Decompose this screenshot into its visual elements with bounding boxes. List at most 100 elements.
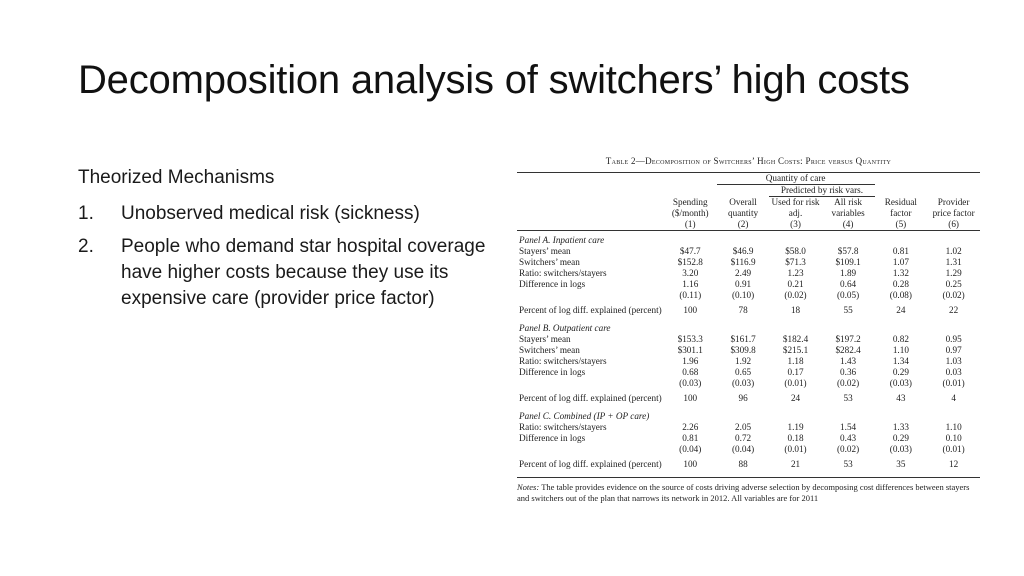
row-label: Stayers’ mean: [519, 334, 571, 344]
table-cell: 1.07: [892, 257, 909, 267]
table-row: Difference in logs 0.68 0.65 0.17 0.36 0.29 0.…: [517, 367, 980, 378]
table-cell: 1.23: [787, 268, 804, 278]
table-cell: $109.1: [835, 257, 861, 267]
decomposition-table: Quantity of care Predicted by risk vars.…: [517, 172, 980, 473]
table-cell: (0.02): [942, 290, 965, 300]
table-cell: 18: [790, 305, 801, 315]
table-cell: 1.32: [892, 268, 909, 278]
slide-title: Decomposition analysis of switchers’ hig…: [78, 58, 910, 102]
table-cell: 43: [896, 393, 906, 403]
table-cell: (0.01): [942, 378, 965, 388]
table-cell: (0.11): [679, 290, 702, 300]
row-label: Ratio: switchers/stayers: [519, 268, 607, 278]
row-label: Switchers’ mean: [519, 345, 580, 355]
table-cell: (0.08): [889, 290, 912, 300]
row-label: Difference in logs: [519, 279, 586, 289]
row-label: Ratio: switchers/stayers: [519, 422, 607, 432]
notes-text: The table provides evidence on the sourc…: [517, 482, 970, 503]
table-cell: 0.29: [892, 367, 909, 377]
table-row: (0.03) (0.03) (0.01) (0.02) (0.03) (0.01): [517, 378, 980, 389]
table-cell: 53: [843, 459, 853, 469]
table-cell: 24: [790, 393, 801, 403]
table-cell: $309.8: [730, 345, 756, 355]
table-cell: 22: [949, 305, 959, 315]
table-cell: $215.1: [782, 345, 809, 355]
column-number: (1): [684, 219, 696, 229]
table-cell: 0.65: [735, 367, 752, 377]
table-cell: 0.18: [787, 433, 804, 443]
table-cell: (0.04): [731, 444, 755, 454]
mechanisms-heading: Theorized Mechanisms: [78, 167, 275, 188]
mechanism-number: 2.: [78, 236, 94, 258]
row-label: Percent of log diff. explained (percent): [519, 305, 662, 315]
table-cell: 1.89: [840, 268, 857, 278]
table-cell: $197.2: [835, 334, 861, 344]
table-row: (0.04) (0.04) (0.01) (0.02) (0.03) (0.01): [517, 444, 980, 455]
row-label: Percent of log diff. explained (percent): [519, 459, 662, 469]
table-cell: $46.9: [732, 246, 754, 256]
table-row: Percent of log diff. explained (percent)…: [517, 389, 980, 407]
table-cell: 1.54: [840, 422, 857, 432]
table-cell: 0.68: [682, 367, 699, 377]
table-cell: (0.03): [889, 378, 912, 388]
column-header: All risk variables: [831, 197, 865, 218]
table-cell: (0.02): [836, 444, 860, 454]
table-cell: 1.03: [945, 356, 962, 366]
column-header: Residual factor: [884, 197, 917, 218]
table-cell: 1.92: [735, 356, 752, 366]
table-cell: 0.81: [892, 246, 909, 256]
table-cell: 21: [790, 459, 801, 469]
column-number: (5): [895, 219, 907, 229]
table-cell: $301.1: [677, 345, 703, 355]
row-label: Percent of log diff. explained (percent): [519, 393, 662, 403]
table-cell: 100: [683, 305, 698, 315]
row-label: Difference in logs: [519, 433, 586, 443]
table-row: Ratio: switchers/stayers 3.20 2.49 1.23 1.89…: [517, 268, 980, 279]
table-notes: Notes: The table provides evidence on th…: [517, 477, 980, 504]
table-cell: 0.28: [892, 279, 909, 289]
table-cell: $116.9: [730, 257, 756, 267]
row-label: Switchers’ mean: [519, 257, 580, 267]
table-cell: (0.10): [731, 290, 755, 300]
table-row: (0.11) (0.10) (0.02) (0.05) (0.08) (0.02): [517, 290, 980, 301]
table-cell: 53: [843, 393, 853, 403]
column-header: Overall quantity: [728, 197, 759, 218]
table-cell: (0.01): [784, 378, 807, 388]
table-cell: 0.36: [840, 367, 857, 377]
table-cell: $182.4: [782, 334, 809, 344]
table-cell: 12: [949, 459, 959, 469]
column-header: Provider price factor: [932, 197, 975, 218]
table-cell: 0.25: [945, 279, 962, 289]
sub-group-header: Predicted by risk vars.: [769, 184, 875, 197]
column-header: Spending ($/month): [671, 197, 709, 218]
table-cell: (0.04): [679, 444, 702, 454]
row-label: [517, 444, 664, 455]
table-cell: 0.21: [787, 279, 804, 289]
table-cell: $57.8: [837, 246, 859, 256]
table-cell: 35: [896, 459, 906, 469]
table-cell: 0.43: [840, 433, 857, 443]
table-row: Difference in logs 0.81 0.72 0.18 0.43 0.29 0.…: [517, 433, 980, 444]
table-cell: 0.95: [945, 334, 962, 344]
table-cell: 1.31: [945, 257, 962, 267]
table-row: Stayers’ mean $153.3 $161.7 $182.4 $197.2 0.8…: [517, 334, 980, 345]
mechanism-text: Unobserved medical risk (sickness): [121, 202, 420, 224]
mechanism-item: 1. Unobserved medical risk (sickness): [78, 201, 498, 227]
table-cell: $71.3: [785, 257, 806, 267]
table-cell: $47.7: [679, 246, 701, 256]
table-cell: $282.4: [835, 345, 861, 355]
table-cell: (0.01): [784, 444, 807, 454]
column-number: (6): [948, 219, 959, 229]
table-cell: 100: [683, 459, 698, 469]
table-row: Ratio: switchers/stayers 2.26 2.05 1.19 1.54…: [517, 422, 980, 433]
row-label: [517, 290, 664, 301]
table-cell: 1.16: [682, 279, 699, 289]
table-row: Ratio: switchers/stayers 1.96 1.92 1.18 1.43…: [517, 356, 980, 367]
table-cell: (0.05): [836, 290, 860, 300]
table-cell: 78: [738, 305, 748, 315]
table-cell: (0.01): [942, 444, 965, 454]
notes-label: Notes:: [517, 482, 540, 492]
table-cell: (0.02): [836, 378, 860, 388]
table-cell: (0.02): [784, 290, 807, 300]
column-number: (3): [790, 219, 801, 229]
